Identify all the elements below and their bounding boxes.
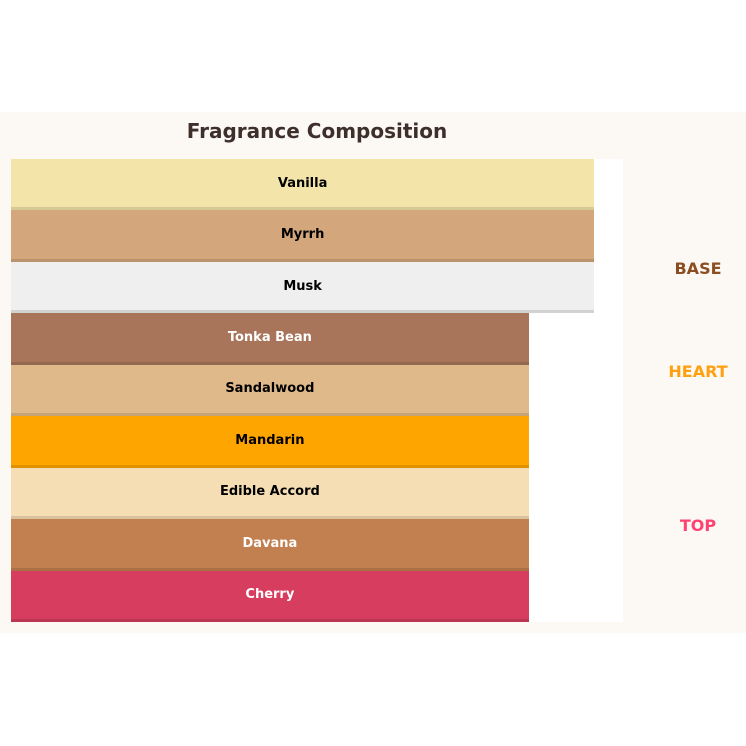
group-label-heart: HEART (668, 362, 728, 381)
bar-label: Vanilla (277, 175, 328, 191)
group-label-top: TOP (679, 516, 717, 535)
bar-label: Davana (242, 535, 298, 551)
bar-label: Mandarin (235, 432, 305, 448)
plot-area: Vanilla Myrrh Musk Tonka Bean Sandalwood Mand… (11, 159, 623, 622)
bar-label: Edible Accord (219, 484, 320, 500)
bar-label: Myrrh (280, 227, 325, 243)
bar-sandalwood: Sandalwood (11, 364, 529, 417)
bar-tonka-bean: Tonka Bean (11, 313, 529, 365)
bar-edible-accord: Edible Accord (11, 467, 529, 520)
bar-davana: Davana (11, 519, 529, 571)
bar-mandarin: Mandarin (11, 416, 529, 468)
bar-label: Sandalwood (225, 381, 315, 397)
bar-musk: Musk (11, 261, 595, 314)
chart-title: Fragrance Composition (186, 119, 448, 143)
bar-myrrh: Myrrh (11, 210, 595, 262)
bar-label: Cherry (245, 587, 295, 603)
bar-label: Tonka Bean (227, 330, 312, 346)
bar-cherry: Cherry (11, 570, 529, 622)
bar-vanilla: Vanilla (11, 159, 595, 211)
group-label-base: BASE (674, 259, 722, 278)
bar-label: Musk (283, 278, 322, 294)
